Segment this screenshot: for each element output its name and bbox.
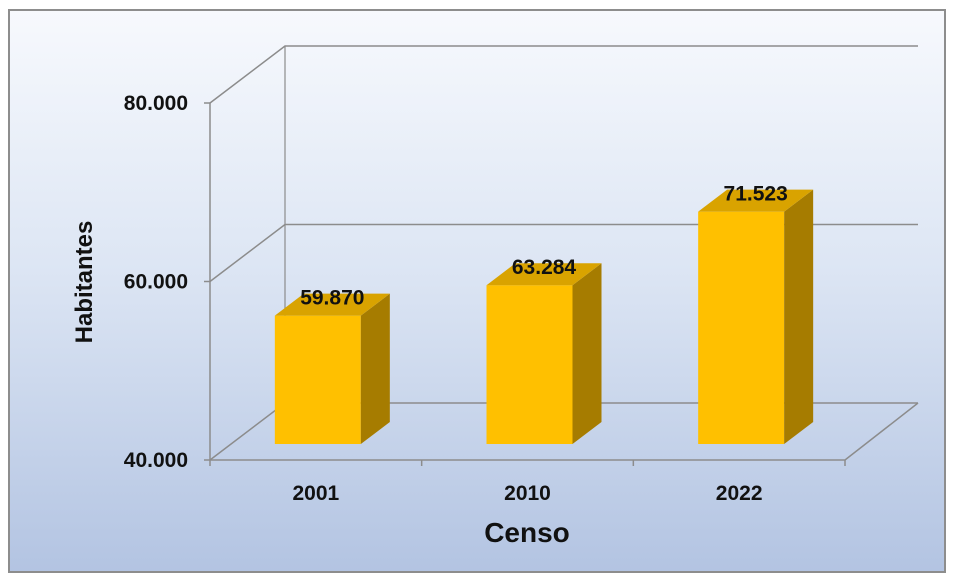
gridline (209, 45, 918, 104)
bar-top (698, 189, 814, 212)
y-tick-labels: 40.000 60.000 80.000 (124, 92, 188, 472)
bar-side (360, 293, 390, 444)
data-labels: 59.870 63.284 71.523 (300, 183, 788, 310)
x-tick-label: 2001 (292, 482, 339, 505)
x-tick-labels: 2001 2010 2022 (292, 482, 762, 505)
bar-2001 (274, 293, 390, 444)
data-label: 59.870 (300, 287, 364, 310)
y-axis-title: Habitantes (71, 221, 98, 344)
bars (274, 189, 814, 444)
bar-front (698, 211, 785, 444)
data-label: 63.284 (512, 256, 577, 279)
x-axis-title: Censo (484, 517, 570, 548)
bar-top (486, 263, 602, 286)
bar-top (274, 293, 390, 316)
y-tick-label: 40.000 (124, 449, 188, 472)
bar-front (274, 315, 361, 444)
bar-side (572, 263, 602, 444)
y-tick-label: 80.000 (124, 92, 188, 115)
x-tick-label: 2010 (504, 482, 551, 505)
bar-side (784, 189, 814, 444)
bar-2022 (698, 189, 814, 444)
bar-2010 (486, 263, 602, 444)
x-tick-label: 2022 (716, 482, 763, 505)
y-tick-label: 60.000 (124, 271, 188, 294)
bar-front (486, 285, 573, 444)
data-label: 71.523 (724, 183, 788, 206)
